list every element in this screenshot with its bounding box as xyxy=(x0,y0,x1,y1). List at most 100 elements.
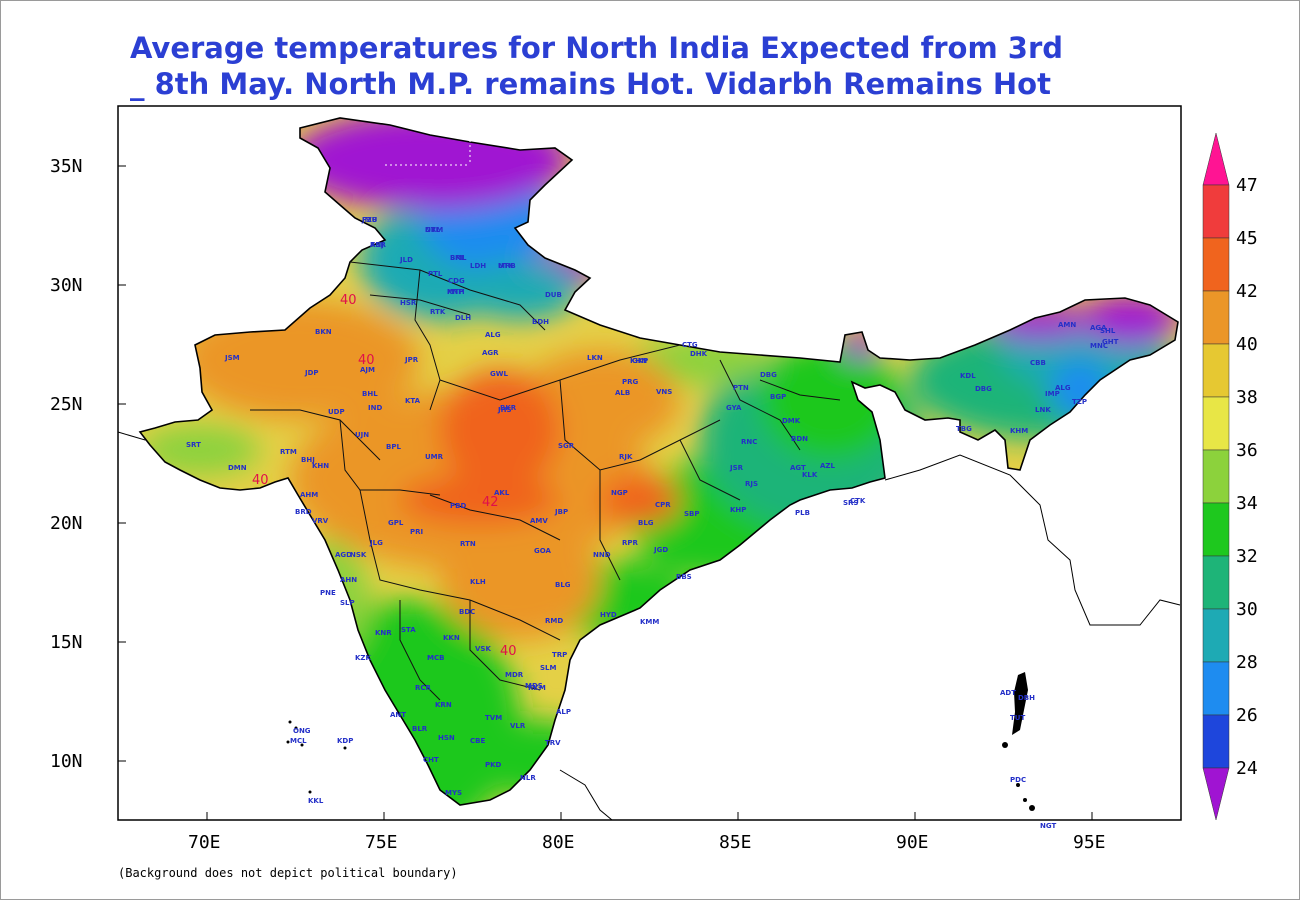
station-label: JGD xyxy=(653,546,668,554)
station-label: KRN xyxy=(435,701,452,709)
station-label: CTG xyxy=(682,341,698,349)
station-label: MYS xyxy=(445,789,462,797)
station-label: JLD xyxy=(399,256,413,264)
station-label: JDP xyxy=(304,369,319,377)
station-label: AHM xyxy=(300,491,318,499)
station-label: CBE xyxy=(470,737,485,745)
station-label: CDG xyxy=(448,277,465,285)
colorbar-bottom-arrow xyxy=(1202,767,1230,821)
lon-tick-label: 75E xyxy=(365,832,398,853)
station-label: BDH xyxy=(532,318,549,326)
contour-label: 40 xyxy=(340,293,357,308)
station-label: JSR xyxy=(729,464,744,472)
kashmir-dotted-line xyxy=(385,140,471,166)
colorbar-swatch xyxy=(1202,449,1230,504)
station-label: RPR xyxy=(622,539,639,547)
station-label: KKN xyxy=(443,634,460,642)
station-label: BKN xyxy=(315,328,332,336)
station-label: CTK xyxy=(850,497,866,505)
colorbar-swatch xyxy=(1202,237,1230,292)
station-label: MTH xyxy=(447,288,465,296)
station-label: SLM xyxy=(540,664,557,672)
colorbar-swatch xyxy=(1202,343,1230,398)
station-label: BLG xyxy=(555,581,571,589)
station-label: IMP xyxy=(1045,390,1060,398)
station-label: AKL xyxy=(494,489,510,497)
station-label: ALG xyxy=(485,331,501,339)
station-label: PTL xyxy=(428,270,443,278)
station-label: UTK xyxy=(498,262,514,270)
station-label: RTN xyxy=(460,540,476,548)
station-label: BDN xyxy=(791,435,808,443)
colorbar-label: 32 xyxy=(1236,546,1258,567)
station-label: AMV xyxy=(530,517,548,525)
station-label: BRD xyxy=(295,508,312,516)
islands xyxy=(286,672,1035,811)
station-label: KHN xyxy=(312,462,329,470)
title-line-1: Average temperatures for North India Exp… xyxy=(130,31,1064,65)
station-label: JBP xyxy=(554,508,568,516)
station-label: SRT xyxy=(186,441,201,449)
station-label: RCR xyxy=(415,684,432,692)
colorbar-label: 36 xyxy=(1236,440,1258,461)
station-label: RNC xyxy=(741,438,757,446)
station-label: KKL xyxy=(308,797,324,805)
station-label: JMU xyxy=(361,216,378,224)
lat-tick-label: 35N xyxy=(50,156,83,177)
lon-tick-label: 90E xyxy=(896,832,929,853)
station-label: AJM xyxy=(360,366,375,374)
station-label: FZB xyxy=(362,216,377,224)
station-label: MDR xyxy=(505,671,524,679)
station-label: UMR xyxy=(425,453,444,461)
station-label: HYD xyxy=(600,611,617,619)
colorbar-label: 30 xyxy=(1236,599,1258,620)
station-label: MDS xyxy=(525,682,543,690)
station-label: GPL xyxy=(388,519,404,527)
station-label: ASR xyxy=(370,241,386,249)
station-label: VRV xyxy=(312,517,329,525)
colorbar-swatch xyxy=(1202,661,1230,716)
colorbar-label: 40 xyxy=(1236,334,1258,355)
station-label: ONG xyxy=(293,727,311,735)
station-label: BLR xyxy=(412,725,428,733)
station-label: BPL xyxy=(386,443,401,451)
station-label: KHP xyxy=(730,506,746,514)
station-label: GHT xyxy=(1102,338,1119,346)
station-label: PKD xyxy=(485,761,502,769)
station-label: AMN xyxy=(1058,321,1076,329)
station-label: MRB xyxy=(498,262,516,270)
station-label: AGT xyxy=(790,464,806,472)
station-label: PRG xyxy=(622,378,639,386)
station-label: AGR xyxy=(482,349,499,357)
station-label: KZK xyxy=(355,654,372,662)
station-label: DMN xyxy=(228,464,247,472)
station-label: AGA xyxy=(1090,324,1107,332)
station-label: KDP xyxy=(337,737,353,745)
station-label: PNE xyxy=(320,589,336,597)
station-label: KKM xyxy=(528,684,546,692)
lon-tick-label: 95E xyxy=(1073,832,1106,853)
lat-tick-label: 20N xyxy=(50,513,83,534)
station-label: SGR xyxy=(558,442,575,450)
station-label: KNJ xyxy=(370,241,384,249)
station-label: SHL xyxy=(1100,327,1116,335)
station-label: PTN xyxy=(733,384,749,392)
station-label: JLG xyxy=(369,539,383,547)
station-label: VLR xyxy=(510,722,526,730)
station-label: UDP xyxy=(328,408,345,416)
station-label: KNP xyxy=(447,288,463,296)
station-label: SBP xyxy=(684,510,700,518)
lon-tick-label: 85E xyxy=(719,832,752,853)
station-label: LDH xyxy=(470,262,486,270)
station-label: DBG xyxy=(760,371,777,379)
colorbar-label: 34 xyxy=(1236,493,1258,514)
colorbar-swatch xyxy=(1202,608,1230,663)
station-label: PLB xyxy=(795,509,810,517)
station-label: ALG xyxy=(1055,384,1071,392)
station-label: LNK xyxy=(1035,406,1051,414)
station-label: NLR xyxy=(520,774,536,782)
station-label: PBD xyxy=(450,502,466,510)
axis-ticks xyxy=(118,165,1093,820)
station-label: TUT xyxy=(1010,714,1025,722)
station-label: BGP xyxy=(770,393,786,401)
